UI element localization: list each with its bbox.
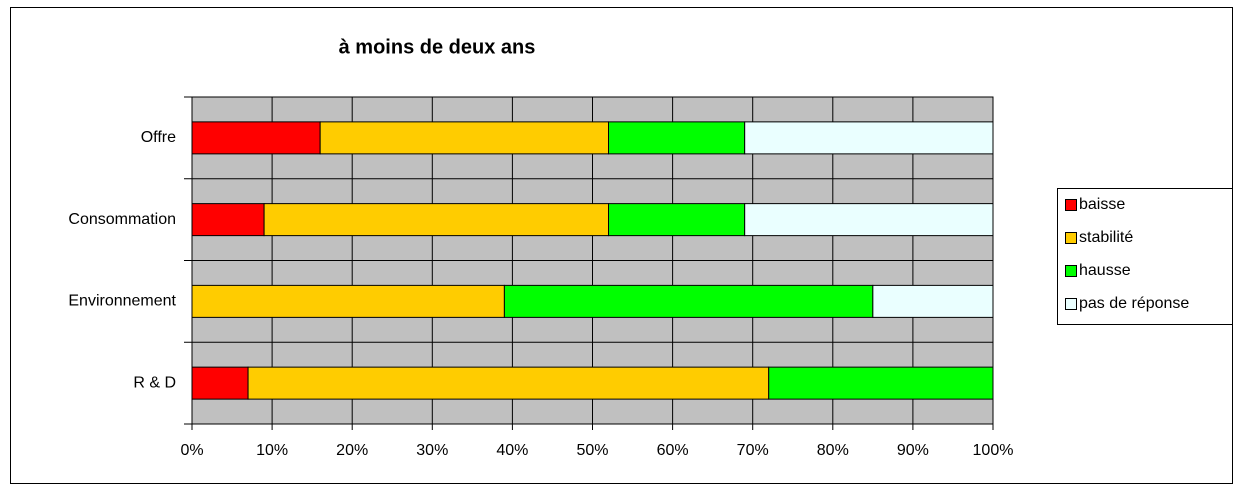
x-tick-label: 30% xyxy=(416,442,448,459)
x-tick-label: 40% xyxy=(496,442,528,459)
bar-segment xyxy=(768,366,994,400)
legend-label: hausse xyxy=(1079,262,1131,279)
x-tick-label: 70% xyxy=(737,442,769,459)
bar-segment xyxy=(608,203,746,237)
bar-segment xyxy=(191,366,249,400)
legend-swatch xyxy=(1065,232,1077,244)
y-tick-label: Offre xyxy=(141,129,176,146)
x-tick-label: 90% xyxy=(897,442,929,459)
bar-segment xyxy=(872,284,994,318)
x-tick-label: 60% xyxy=(657,442,689,459)
y-tick-label: Environnement xyxy=(68,293,176,310)
bar-segment xyxy=(191,284,505,318)
bar-segment xyxy=(744,203,994,237)
bar-segment xyxy=(503,284,874,318)
legend-label: stabilité xyxy=(1079,229,1133,246)
bar-segment xyxy=(263,203,610,237)
legend-box xyxy=(1057,188,1233,325)
x-tick-label: 80% xyxy=(817,442,849,459)
plot-border xyxy=(191,96,994,425)
bar-segment xyxy=(744,121,994,155)
x-tick-label: 20% xyxy=(336,442,368,459)
bar-segment xyxy=(319,121,610,155)
bar-segment xyxy=(191,121,321,155)
bar-segment xyxy=(608,121,746,155)
x-tick-label: 0% xyxy=(180,442,203,459)
y-tick-label: Consommation xyxy=(68,211,176,228)
x-tick-label: 100% xyxy=(973,442,1014,459)
x-tick-label: 10% xyxy=(256,442,288,459)
chart-title: à moins de deux ans xyxy=(339,36,536,58)
legend-swatch xyxy=(1065,265,1077,277)
legend-swatch xyxy=(1065,298,1077,310)
bar-segment xyxy=(191,203,265,237)
legend-swatch xyxy=(1065,199,1077,211)
y-tick-label: R & D xyxy=(133,374,176,391)
x-tick-label: 50% xyxy=(576,442,608,459)
legend-label: baisse xyxy=(1079,196,1125,213)
bar-segment xyxy=(247,366,770,400)
legend-label: pas de réponse xyxy=(1079,295,1189,312)
